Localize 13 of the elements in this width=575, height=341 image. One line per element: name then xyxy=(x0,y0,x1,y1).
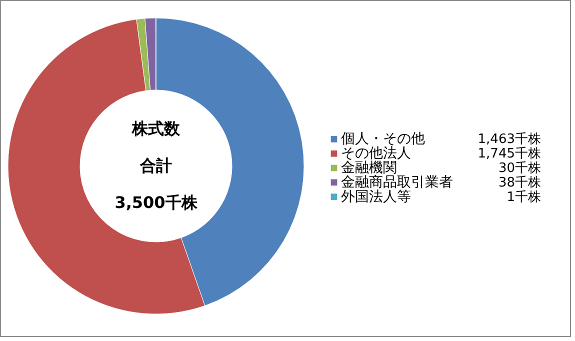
data-label: 1,745千株 xyxy=(478,146,541,162)
text: 3,500千株 xyxy=(114,193,198,212)
legend-label: 個人・その他 xyxy=(341,131,425,148)
legend-label: 外国法人等 xyxy=(341,188,411,205)
legend-label: 金融商品取引業者 xyxy=(341,174,453,190)
data-label: 38千株 xyxy=(498,175,541,190)
data-label: 30千株 xyxy=(498,161,541,176)
legend-label: その他法人 xyxy=(341,146,411,162)
text: 合計 xyxy=(139,156,172,175)
data-label: 1千株 xyxy=(506,190,541,205)
legend-label: 金融機関 xyxy=(341,160,397,176)
data-label: 1,463千株 xyxy=(478,132,541,148)
text: 株式数 xyxy=(131,119,181,138)
